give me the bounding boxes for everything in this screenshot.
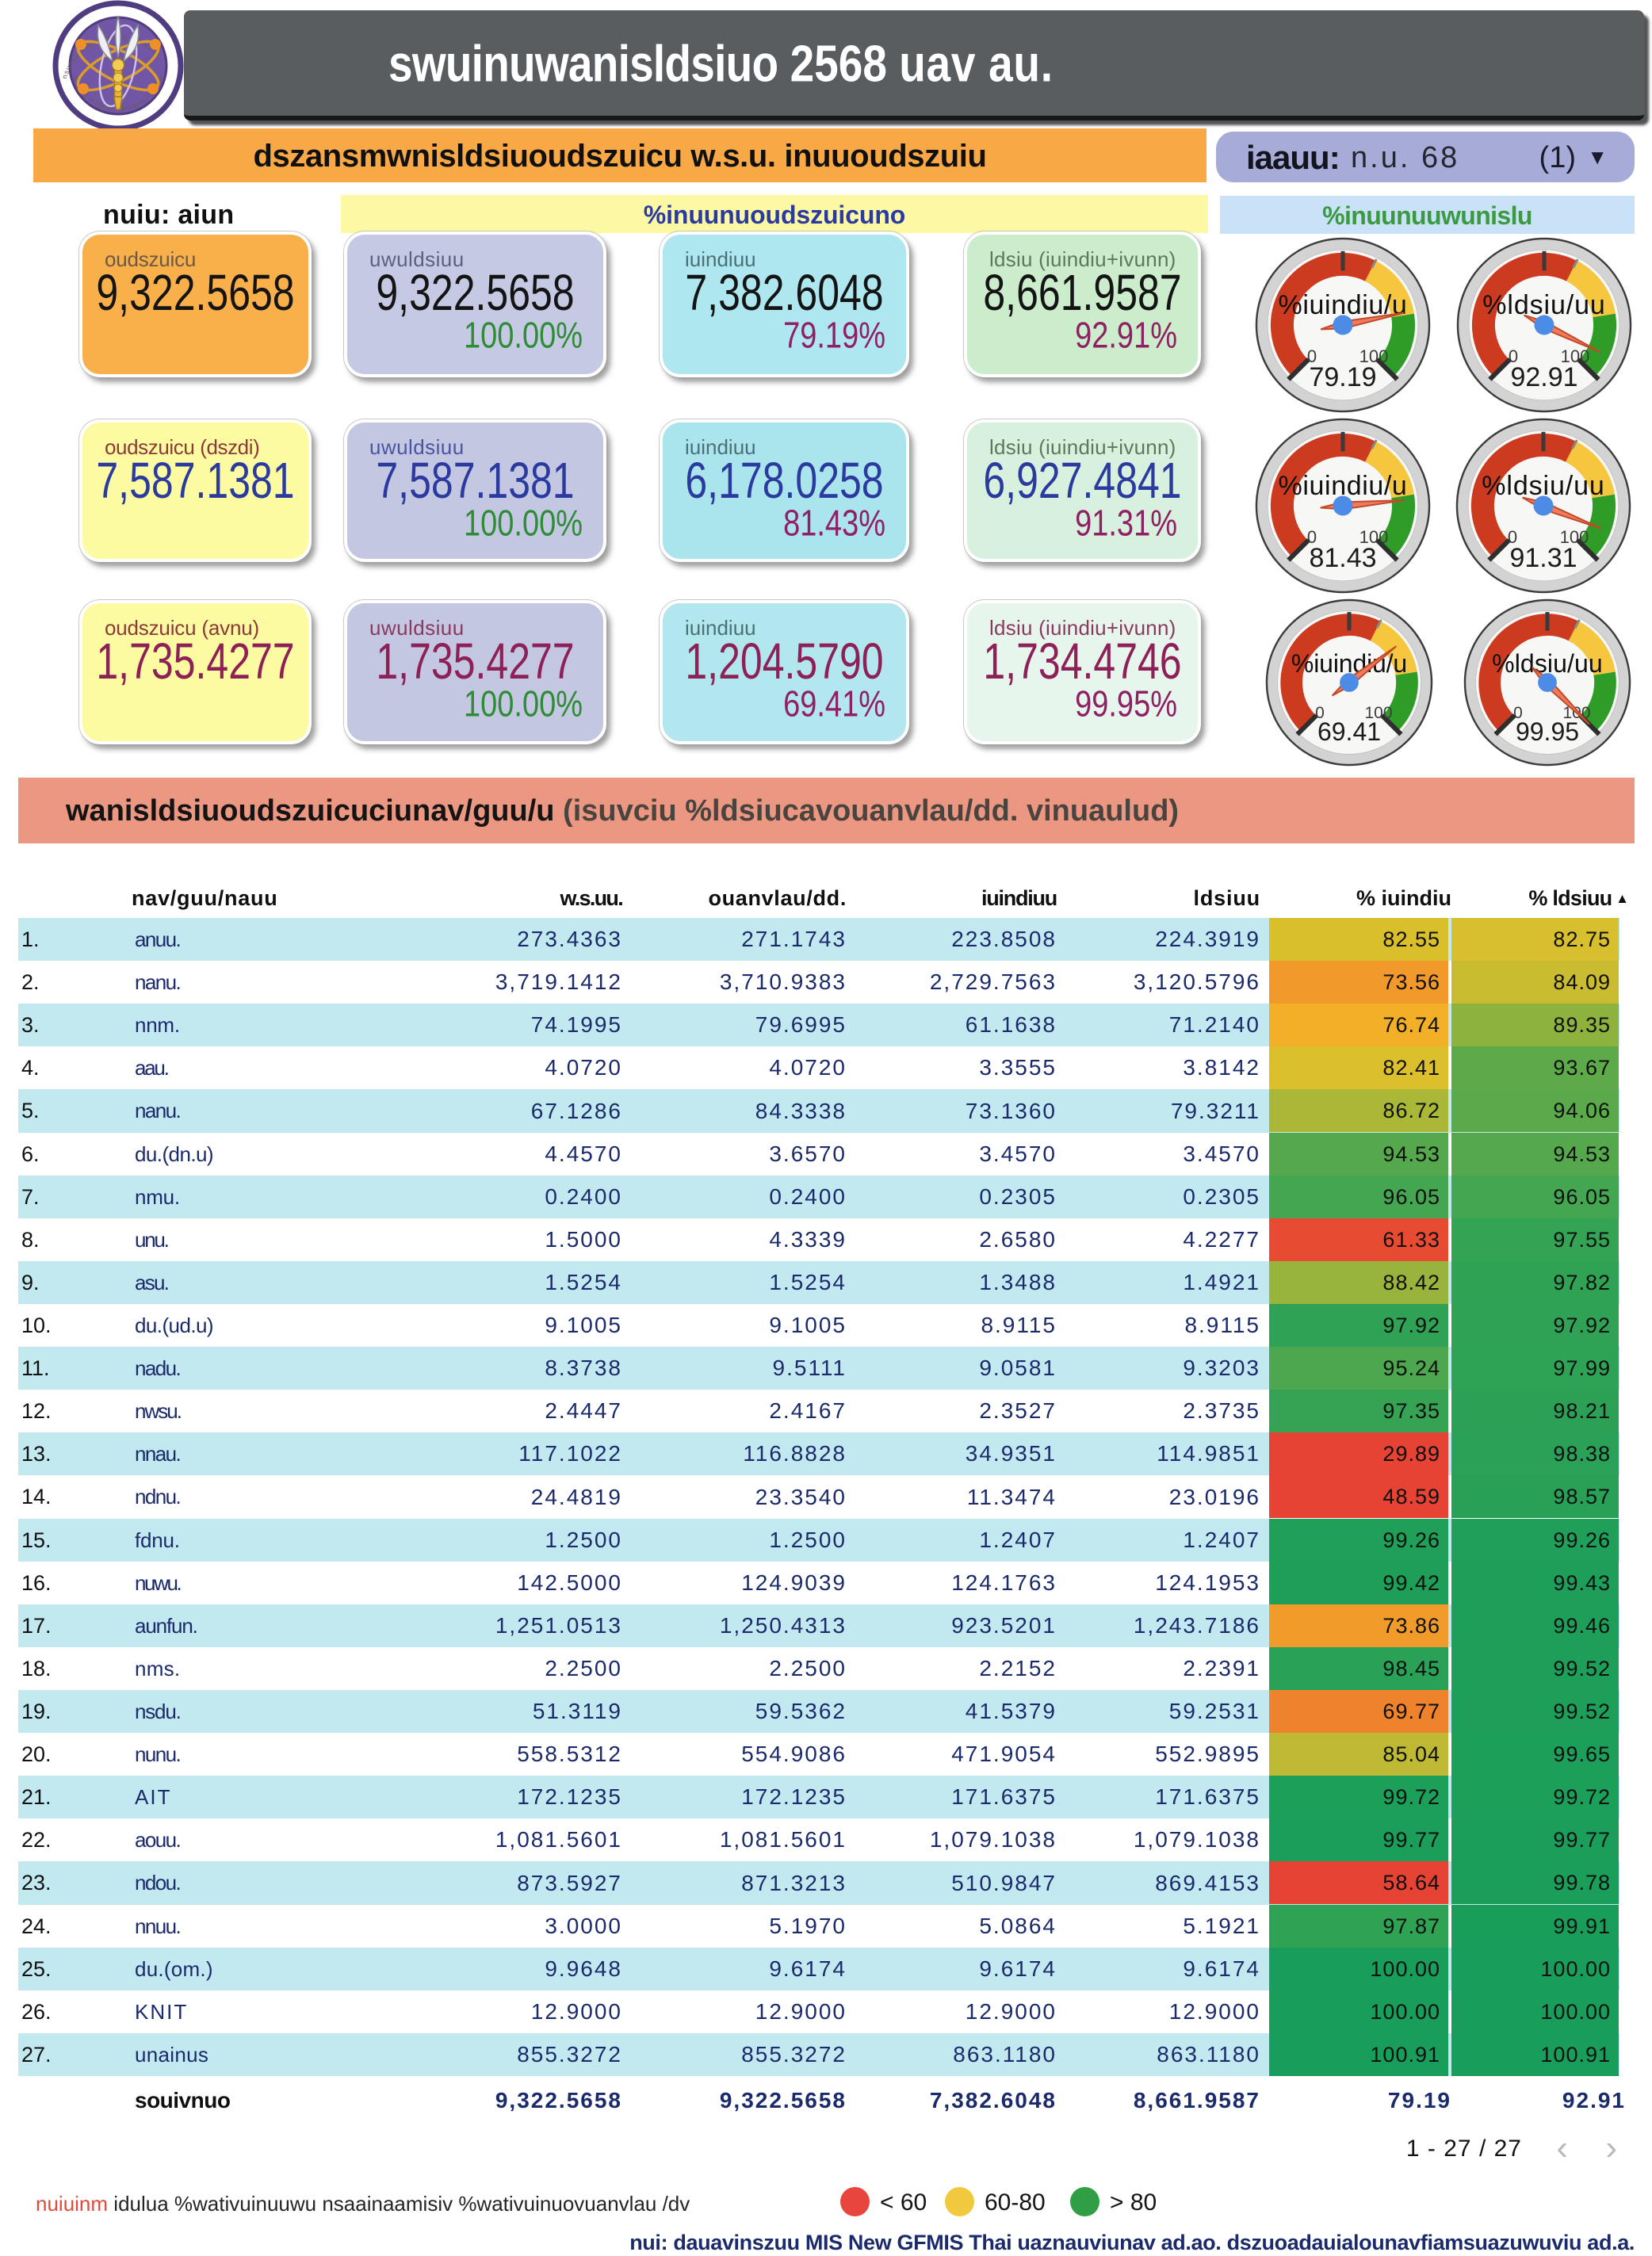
svg-text:79.19: 79.19 bbox=[1309, 362, 1376, 392]
svg-text:%ldsiu/uu: %ldsiu/uu bbox=[1492, 649, 1603, 678]
svg-text:0: 0 bbox=[1307, 346, 1317, 366]
svg-text:0: 0 bbox=[1315, 704, 1325, 722]
svg-text:100: 100 bbox=[1364, 704, 1392, 722]
svg-text:69.41: 69.41 bbox=[1317, 717, 1381, 746]
svg-text:0: 0 bbox=[1513, 704, 1523, 722]
svg-text:81.43: 81.43 bbox=[1309, 543, 1376, 573]
svg-text:99.95: 99.95 bbox=[1516, 717, 1579, 746]
svg-text:92.91: 92.91 bbox=[1510, 362, 1577, 392]
svg-text:100: 100 bbox=[1359, 527, 1389, 547]
svg-text:91.31: 91.31 bbox=[1509, 543, 1577, 573]
svg-text:100: 100 bbox=[1561, 346, 1590, 366]
svg-text:0: 0 bbox=[1307, 527, 1317, 547]
svg-text:0: 0 bbox=[1509, 346, 1518, 366]
svg-text:0: 0 bbox=[1508, 527, 1517, 547]
svg-text:100: 100 bbox=[1359, 346, 1389, 366]
svg-text:100: 100 bbox=[1560, 527, 1589, 547]
